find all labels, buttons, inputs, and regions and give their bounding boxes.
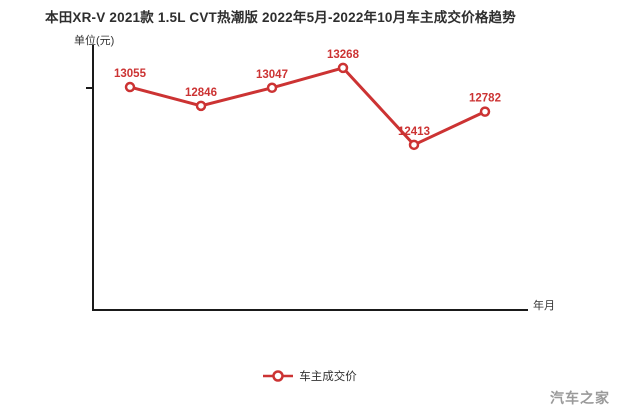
data-point-label: 12782 xyxy=(469,93,501,105)
data-point xyxy=(337,62,349,74)
legend: 车主成交价 xyxy=(0,368,620,384)
data-point xyxy=(124,81,136,93)
price-line xyxy=(129,66,486,147)
plot-series: 13055 12846 13047 13268 12413 12782 xyxy=(114,49,501,151)
legend-line-marker-icon xyxy=(263,370,294,382)
data-point-label: 13055 xyxy=(114,68,147,80)
data-point-label: 12413 xyxy=(398,126,430,138)
data-point-label: 12846 xyxy=(185,87,217,99)
x-axis-label: 年月 xyxy=(533,300,555,312)
axis-lines xyxy=(92,45,528,311)
watermark-logo: 汽车之家 xyxy=(550,390,610,406)
data-point xyxy=(479,106,491,117)
y-axis-unit-label: 单位(元) xyxy=(74,35,115,47)
data-point xyxy=(408,139,420,151)
data-point xyxy=(266,82,278,94)
data-point xyxy=(195,100,207,112)
data-point-label: 13047 xyxy=(256,69,288,81)
chart-title: 本田XR-V 2021款 1.5L CVT热潮版 2022年5月-2022年10… xyxy=(45,10,516,25)
legend-label: 车主成交价 xyxy=(299,371,357,383)
data-point-label: 13268 xyxy=(327,49,360,61)
